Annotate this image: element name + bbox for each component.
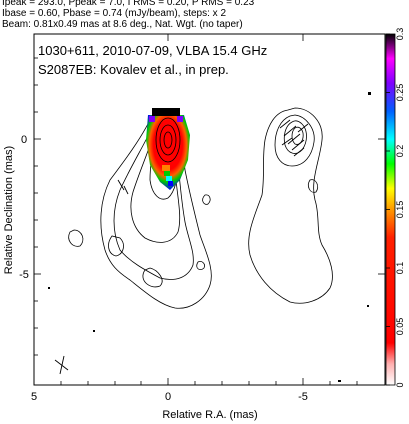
y-axis-label: Relative Declination (mas) (3, 146, 15, 274)
x-tick-label: 5 (31, 391, 37, 403)
source-annotation: 1030+611, 2010-07-09, VLBA 15.4 GHz (38, 43, 267, 58)
x-axis-label: Relative R.A. (mas) (162, 409, 257, 421)
axis-ticks (33, 34, 385, 385)
colorbar-tick-label: 0.1 (395, 262, 405, 275)
header-line-1: Ipeak = 293.0, Ppeak = 7.0, I RMS = 0.20… (2, 0, 255, 8)
noise-specks (48, 92, 371, 382)
colorbar-tick-label: 0 (395, 382, 405, 387)
beam-marker (54, 355, 69, 375)
x-tick-label: 0 (165, 391, 171, 403)
polarization-vectors (117, 119, 309, 195)
colorbar-tick-label: 0.25 (395, 84, 405, 102)
colorbar-tick-label: 0.15 (395, 201, 405, 219)
y-tick-label: 0 (21, 134, 27, 146)
colorbar-tick-label: 0.2 (395, 145, 405, 158)
stokes-i-core (146, 108, 190, 190)
stokes-i-contours (68, 108, 212, 309)
reference-annotation: S2087EB: Kovalev et al., in prep. (38, 62, 229, 77)
polarization-contours (248, 107, 333, 304)
header-line-3: Beam: 0.81x0.49 mas at 8.6 deg., Nat. Wg… (2, 19, 243, 30)
y-tick-label: -5 (19, 269, 29, 281)
colorbar-ticks: 0 0.05 0.1 0.15 0.2 0.25 0.3 (386, 28, 405, 388)
plot-frame (33, 33, 386, 386)
header-line-2: Ibase = 0.60, Pbase = 0.74 (mJy/beam), s… (2, 8, 227, 19)
colorbar-tick-label: 0.3 (395, 28, 405, 41)
colorbar-tick-label: 0.05 (395, 318, 405, 336)
x-tick-label: -5 (298, 391, 308, 403)
